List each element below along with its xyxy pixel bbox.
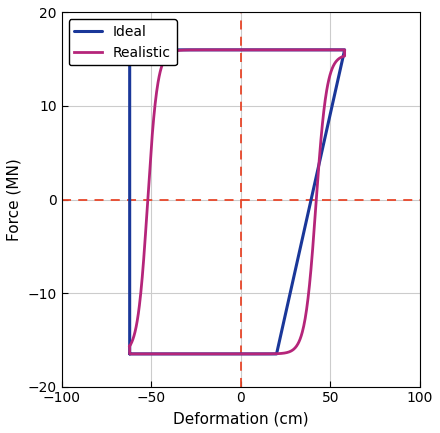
Line: Realistic: Realistic <box>130 50 345 354</box>
Realistic <box>271 351 277 356</box>
Realistic <box>263 47 268 52</box>
Realistic <box>225 47 231 52</box>
Ideal <box>297 248 302 253</box>
Ideal <box>127 47 132 52</box>
Ideal <box>264 351 269 356</box>
Ideal <box>307 204 312 209</box>
Ideal <box>198 47 203 52</box>
Y-axis label: Force (MN): Force (MN) <box>7 158 22 241</box>
Realistic <box>287 349 292 354</box>
Realistic <box>128 351 133 356</box>
Realistic <box>270 47 275 52</box>
Ideal <box>127 351 132 356</box>
Realistic <box>227 351 232 356</box>
Ideal <box>127 351 132 356</box>
Realistic <box>332 47 337 52</box>
Ideal <box>184 47 189 52</box>
Line: Ideal: Ideal <box>130 50 345 354</box>
Ideal <box>127 73 132 78</box>
Realistic <box>127 343 132 349</box>
X-axis label: Deformation (cm): Deformation (cm) <box>173 411 308 426</box>
Realistic <box>127 343 132 349</box>
Legend: Ideal, Realistic: Ideal, Realistic <box>69 19 176 65</box>
